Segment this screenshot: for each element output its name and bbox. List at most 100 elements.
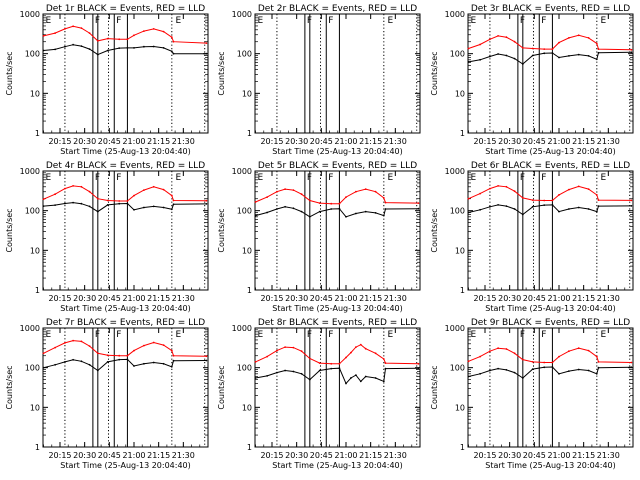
lld-data-point (489, 350, 491, 353)
lld-data-point (417, 202, 420, 205)
events-data-point (80, 360, 83, 363)
x-axis-label: Start Time (25-Aug-13 20:04:40) (485, 304, 616, 313)
events-data-point (170, 50, 173, 53)
events-data-point (80, 202, 83, 205)
events-data-point (359, 380, 362, 383)
y-tick-label: 10 (455, 403, 465, 412)
events-data-point (543, 204, 546, 207)
events-data-point (489, 205, 491, 208)
x-axis-label: Start Time (25-Aug-13 20:04:40) (485, 461, 616, 470)
lld-data-point (467, 47, 470, 50)
event-marker-label: E (600, 330, 606, 340)
lld-data-point (479, 192, 481, 195)
x-axis-label: Start Time (25-Aug-13 20:04:40) (60, 304, 191, 313)
events-data-point (355, 212, 357, 215)
lld-data-point (80, 340, 83, 343)
events-data-point (489, 55, 491, 58)
lld-data-point (96, 40, 99, 42)
events-data-point (630, 366, 633, 369)
events-data-point (170, 208, 173, 211)
x-axis-label: Start Time (25-Aug-13 20:04:40) (272, 304, 403, 313)
events-data-point (505, 205, 508, 208)
event-marker-label: E (258, 16, 264, 26)
lld-data-point (318, 362, 321, 364)
x-tick-label: 20:30 (285, 451, 308, 460)
event-marker-label: E (600, 16, 606, 26)
events-data-point (72, 358, 74, 361)
lld-data-point (42, 352, 45, 355)
events-data-point (152, 45, 155, 48)
x-axis-label: Start Time (25-Aug-13 20:04:40) (272, 147, 403, 156)
events-data-point (106, 49, 109, 52)
events-data-point (497, 53, 499, 55)
event-marker-label: E (175, 16, 181, 26)
x-tick-label: 21:15 (147, 137, 170, 146)
lld-data-point (42, 35, 45, 37)
lld-data-point (587, 188, 590, 191)
x-tick-label: 20:15 (473, 451, 496, 460)
x-tick-label: 21:30 (384, 137, 407, 146)
lld-data-point (521, 358, 524, 361)
lld-data-point (489, 187, 491, 190)
lld-data-point (54, 346, 56, 349)
y-tick-label: 100 (450, 364, 465, 373)
y-tick-label: 1 (247, 286, 252, 295)
y-tick-label: 10 (242, 246, 252, 255)
lld-data-point (355, 190, 357, 193)
event-marker-label: F (541, 173, 546, 183)
x-tick-label: 21:00 (122, 451, 145, 460)
lld-data-point (382, 358, 385, 360)
event-marker-label: E (471, 330, 477, 340)
events-data-point (330, 208, 333, 210)
events-data-point (308, 378, 311, 381)
lld-data-point (276, 349, 278, 352)
events-data-point (162, 206, 165, 209)
events-data-point (489, 369, 491, 372)
events-data-point (513, 208, 516, 210)
events-data-point (266, 211, 268, 214)
panel-title: Det 2r BLACK = Events, RED = LLD (258, 4, 417, 14)
events-data-point (300, 372, 303, 375)
lld-data-point (467, 360, 470, 363)
x-tick-label: 21:30 (384, 294, 407, 303)
lld-data-point (587, 37, 590, 39)
lld-data-point (172, 40, 175, 43)
event-marker-label: E (387, 330, 393, 340)
lld-data-point (170, 194, 173, 197)
x-axis-label: Start Time (25-Aug-13 20:04:40) (272, 461, 403, 470)
lld-data-point (96, 197, 99, 200)
lld-data-point (513, 40, 516, 43)
y-tick-label: 1 (247, 129, 252, 138)
events-data-point (118, 358, 121, 361)
events-data-point (597, 205, 600, 208)
events-data-point (355, 374, 357, 376)
lld-data-point (505, 348, 508, 350)
lld-data-point (284, 188, 286, 191)
event-marker-label: F (541, 16, 546, 26)
events-data-point (42, 205, 45, 208)
lld-data-point (497, 347, 499, 350)
y-tick-label: 1 (460, 286, 465, 295)
lld-data-point (568, 37, 570, 39)
lld-data-point (308, 357, 311, 360)
events-data-point (338, 367, 341, 370)
lld-data-point (300, 350, 303, 353)
events-data-point (64, 45, 66, 48)
panel-title: Det 5r BLACK = Events, RED = LLD (258, 161, 417, 171)
x-tick-label: 21:00 (122, 137, 145, 146)
lld-data-point (292, 189, 295, 192)
events-data-point (497, 204, 499, 206)
events-data-point (505, 54, 508, 57)
events-data-point (88, 48, 91, 50)
event-marker-label: E (258, 173, 264, 183)
lld-data-point (64, 342, 66, 344)
x-tick-label: 20:15 (260, 451, 283, 460)
detector-panel: Det 4r BLACK = Events, RED = LLD 1 10 100 10… (5, 161, 209, 313)
lld-data-point (531, 199, 534, 202)
lld-data-point (170, 349, 173, 352)
x-tick-label: 20:45 (98, 137, 121, 146)
x-tick-label: 20:30 (285, 137, 308, 146)
lld-data-point (284, 346, 286, 348)
